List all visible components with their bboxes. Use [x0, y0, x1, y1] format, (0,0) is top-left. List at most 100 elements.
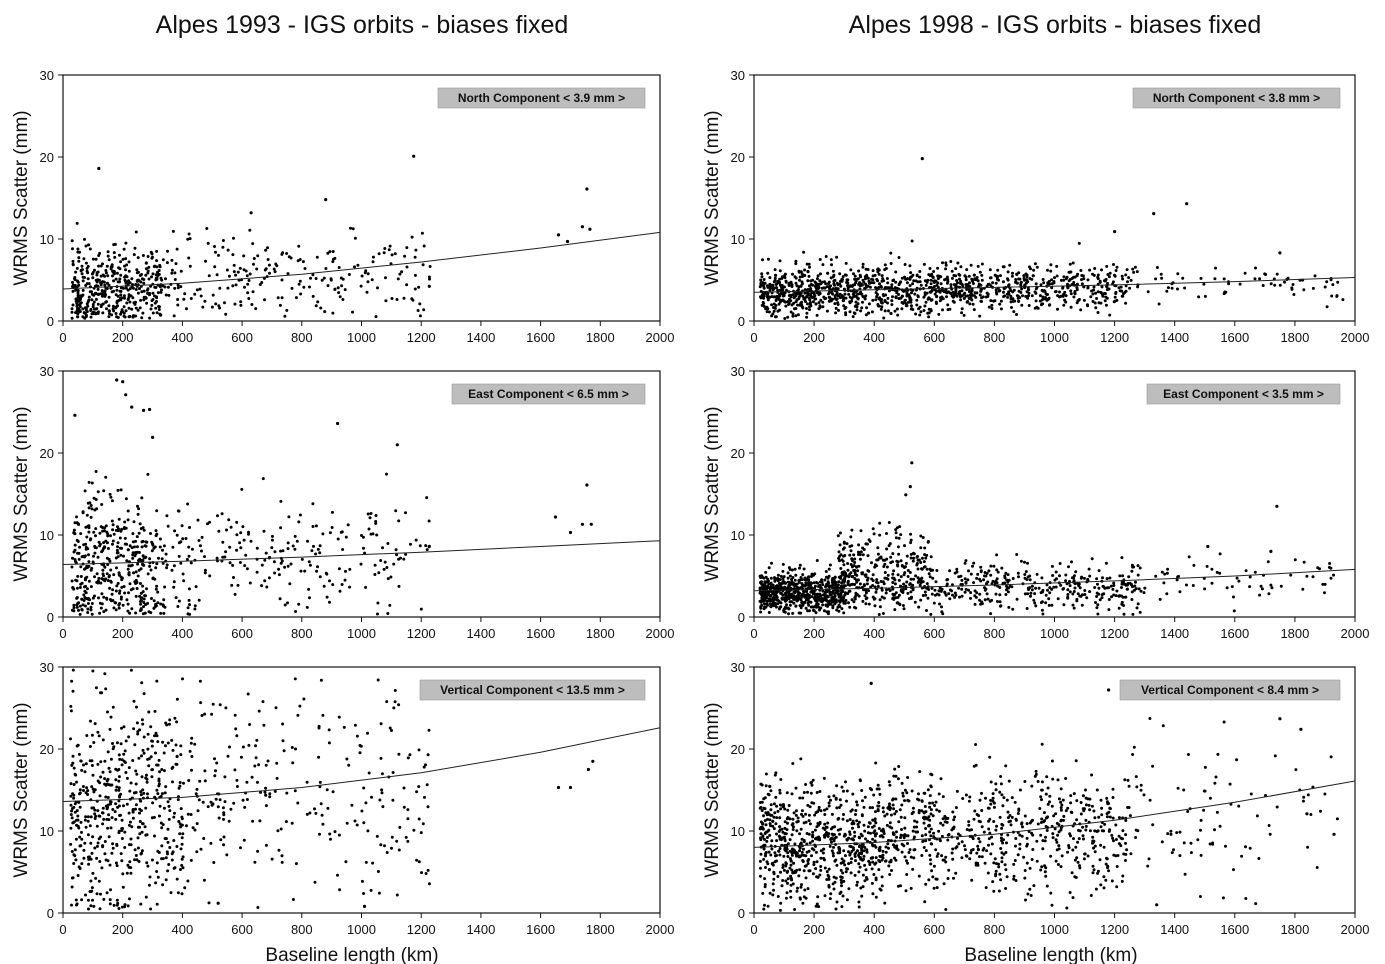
- 1993-east-point: [84, 604, 87, 608]
- 1998-north-point: [1042, 289, 1046, 293]
- 1993-vertical-point: [78, 792, 81, 796]
- 1993-east-point: [89, 515, 93, 519]
- 1993-vertical-point: [98, 860, 102, 863]
- 1993-east-point: [311, 502, 315, 506]
- 1998-north-point: [1014, 278, 1018, 281]
- 1993-vertical-point: [318, 832, 321, 836]
- 1998-east-point: [797, 579, 801, 582]
- 1993-north-point: [140, 316, 144, 320]
- 1998-east-point: [852, 553, 856, 557]
- 1993-vertical-point: [188, 749, 192, 753]
- 1993-north-point: [132, 253, 136, 257]
- 1993-vertical-point: [77, 826, 81, 830]
- 1993-vertical-point: [350, 803, 354, 807]
- 1998-east-point: [1029, 594, 1032, 598]
- 1993-east-point: [409, 542, 412, 546]
- 1993-east-point: [260, 563, 264, 567]
- 1998-north-point: [1023, 278, 1026, 282]
- 1998-east-point: [767, 590, 771, 594]
- 1993-vertical-point: [91, 773, 95, 777]
- 1993-east-point: [145, 587, 148, 591]
- 1998-east-point: [807, 575, 811, 579]
- 1998-east-point: [776, 573, 780, 577]
- 1998-north-point: [800, 272, 804, 276]
- 1998-north-point: [889, 251, 893, 255]
- 1993-vertical-point: [123, 903, 127, 907]
- 1993-vertical-point: [90, 886, 94, 890]
- 1998-east-point: [809, 583, 812, 587]
- 1998-north-point: [1062, 303, 1066, 307]
- 1993-vertical-point: [146, 747, 150, 751]
- 1998-east-point: [1107, 608, 1111, 612]
- 1993-north-point: [403, 254, 407, 258]
- 1998-east-point: [891, 572, 895, 576]
- 1993-north-point: [341, 298, 345, 301]
- 1998-north-point: [1127, 276, 1131, 280]
- 1993-vertical-point: [222, 835, 226, 839]
- 1998-north-point: [1073, 275, 1077, 279]
- 1993-north-point: [410, 297, 414, 301]
- 1998-east-point: [864, 591, 868, 595]
- 1993-vertical-point: [127, 843, 131, 847]
- 1993-east-point: [86, 602, 90, 605]
- 1998-east-point: [921, 580, 925, 584]
- 1993-north-point: [189, 297, 193, 300]
- 1993-east-point: [283, 565, 287, 569]
- 1998-east-point: [791, 576, 795, 579]
- 1993-east-point: [294, 610, 298, 613]
- 1993-north-point: [86, 271, 90, 275]
- 1998-north-point: [815, 291, 819, 295]
- 1993-vertical-point: [261, 700, 265, 704]
- 1993-north-point: [314, 277, 318, 280]
- 1998-east-point: [839, 567, 843, 570]
- 1998-north-point: [1015, 313, 1018, 316]
- 1993-north-point: [176, 298, 180, 301]
- 1998-north-point: [936, 266, 940, 270]
- 1993-vertical-point: [172, 815, 176, 819]
- 1993-north-point: [410, 235, 414, 239]
- 1993-north-point: [248, 228, 252, 232]
- 1993-east-point: [328, 579, 331, 583]
- 1993-north-point: [280, 278, 284, 282]
- 1993-east-point: [114, 528, 118, 532]
- 1998-east-point: [770, 586, 774, 590]
- 1993-north-point: [374, 315, 378, 319]
- 1998-east-point: [920, 556, 924, 560]
- 1998-east-point: [902, 607, 906, 611]
- 1993-north-point: [136, 256, 140, 260]
- 1998-north-point: [971, 302, 975, 306]
- 1998-north-point: [1030, 294, 1034, 298]
- 1998-north-point: [815, 277, 819, 281]
- 1998-east-point: [764, 575, 768, 579]
- 1993-north-point: [74, 297, 78, 301]
- 1998-north-point: [846, 286, 850, 290]
- 1998-east-point: [1087, 567, 1091, 571]
- 1998-east-point: [821, 583, 825, 587]
- 1993-east-point: [143, 611, 147, 615]
- 1993-vertical-point: [327, 741, 331, 745]
- 1993-vertical-point: [180, 892, 184, 896]
- 1998-north-point: [993, 299, 997, 303]
- 1998-east-point: [923, 546, 927, 550]
- 1993-north-point: [349, 226, 352, 230]
- 1993-north-point: [71, 262, 75, 266]
- 1993-north-point: [119, 273, 123, 277]
- 1998-east-point: [876, 552, 880, 556]
- 1998-north-point: [856, 297, 860, 301]
- 1993-vertical-point: [86, 819, 90, 823]
- 1998-east-point: [906, 591, 910, 595]
- 1993-vertical-point: [73, 854, 77, 858]
- 1998-north-point: [771, 288, 775, 292]
- 1998-east-point: [870, 577, 874, 581]
- 1998-east-point: [925, 567, 929, 571]
- 1998-north-point: [1006, 277, 1009, 281]
- 1993-east-point: [108, 559, 112, 563]
- 1993-east-point: [339, 530, 343, 534]
- 1993-north-point: [210, 305, 214, 309]
- 1993-north-point: [91, 271, 95, 274]
- 1998-east-point: [954, 593, 958, 597]
- 1998-north-point: [1273, 283, 1277, 287]
- 1998-north-point: [834, 293, 838, 297]
- 1998-north-point: [794, 314, 798, 318]
- 1998-north-point: [924, 300, 928, 304]
